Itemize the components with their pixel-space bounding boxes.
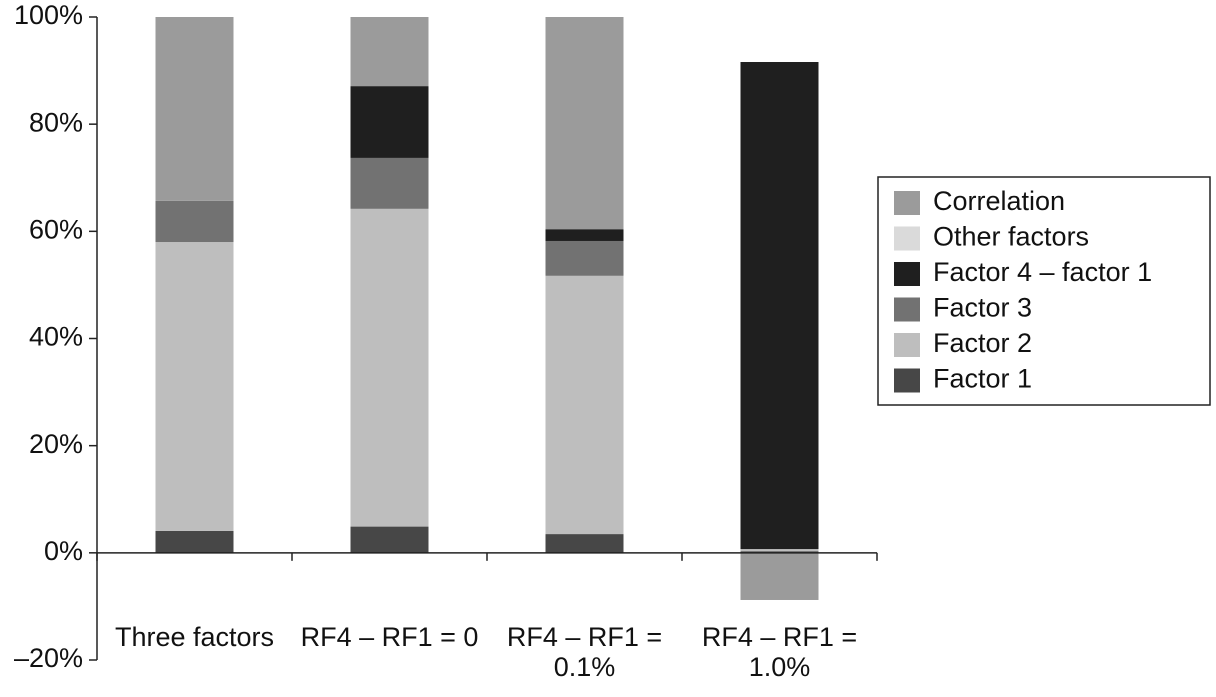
y-tick-label: 0% [44,536,83,566]
bar-segment [545,240,624,276]
legend-label: Correlation [933,186,1065,216]
legend-swatch [894,262,920,286]
legend-swatch [894,333,920,357]
y-tick-label: 100% [14,0,83,30]
bar-segment [740,549,819,552]
bar-segment [350,86,429,158]
bar-segment [545,17,624,230]
bar-segment [350,157,429,209]
x-tick-label: RF4 – RF1 = 0 [300,622,479,652]
bar-segment [740,552,819,600]
y-tick-label: 20% [29,429,83,459]
bar-segment [740,551,819,553]
x-tick-label: Three factors [114,622,275,652]
bar-segment [350,208,429,527]
legend-box [877,176,1211,406]
legend-label: Factor 3 [933,293,1032,323]
bar-segment [545,229,624,241]
bar-segment [155,17,234,201]
y-tick-label: 80% [29,107,83,137]
bar-segment [350,17,429,87]
bar-segment [740,62,819,550]
legend-label: Other factors [933,222,1089,252]
bar-segment [545,275,624,535]
legend-label: Factor 2 [933,328,1032,358]
legend-label: Factor 4 – factor 1 [933,257,1152,287]
bar-segment [545,534,624,553]
legend-swatch [894,368,920,393]
bar-segment [155,242,234,531]
x-tick-label: RF4 – RF1 = 1.0% [701,622,858,682]
legend-swatch [894,297,920,322]
y-tick-label: –20% [14,643,83,673]
bar-segment [350,526,429,553]
y-tick-label: 40% [29,322,83,352]
legend-label: Factor 1 [933,364,1032,394]
bar-segment [155,200,234,243]
legend-swatch [894,226,920,251]
legend-swatch [894,191,920,215]
y-tick-label: 60% [29,214,83,244]
bar-segment [155,530,234,553]
x-tick-label: RF4 – RF1 = 0.1% [506,622,663,682]
